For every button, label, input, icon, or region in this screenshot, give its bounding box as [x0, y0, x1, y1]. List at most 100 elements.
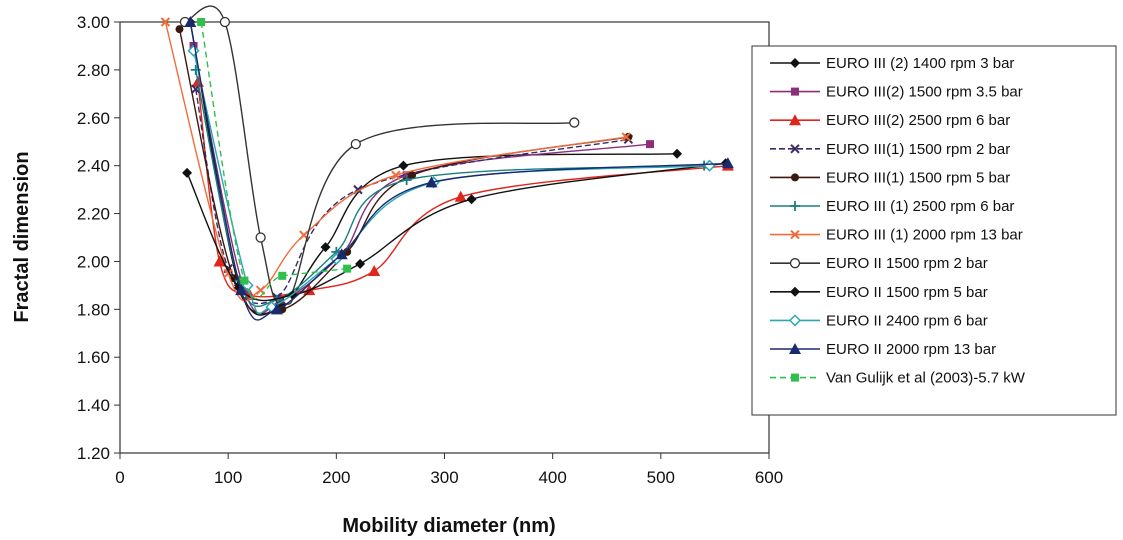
legend-label: EURO II 1500 rpm 2 bar — [826, 255, 988, 272]
legend-swatch-marker — [791, 373, 799, 382]
legend-item: EURO II 2000 rpm 13 bar — [770, 341, 996, 358]
legend-item: EURO II 1500 rpm 2 bar — [770, 255, 988, 272]
legend-item: EURO III(2) 1500 rpm 3.5 bar — [770, 84, 1023, 101]
y-tick-label: 2.00 — [77, 252, 110, 271]
series-line — [195, 69, 705, 308]
y-tick-label: 2.40 — [77, 157, 110, 176]
y-tick-label: 1.40 — [77, 396, 110, 415]
y-tick-label: 2.60 — [77, 109, 110, 128]
legend-items: EURO III (2) 1400 rpm 3 bar EURO III(2) 1… — [770, 55, 1026, 387]
x-axis-title: Mobility diameter (nm) — [342, 515, 555, 537]
data-point — [624, 132, 633, 141]
legend-item: EURO II 2400 rpm 6 bar — [770, 312, 988, 329]
data-point — [703, 159, 716, 172]
data-point — [197, 18, 206, 26]
x-tick-label: 100 — [214, 468, 242, 487]
data-point — [408, 171, 417, 180]
y-tick-label: 2.20 — [77, 205, 110, 224]
legend-item: EURO III (2) 1400 rpm 3 bar — [770, 55, 1014, 72]
data-point — [350, 138, 361, 150]
data-point — [621, 132, 631, 142]
legend-label: EURO III (1) 2500 rpm 6 bar — [826, 198, 1014, 215]
data-point — [401, 175, 412, 186]
series-6 — [190, 64, 710, 308]
legend-item: EURO III(1) 1500 rpm 5 bar — [770, 169, 1010, 186]
series-line — [189, 21, 728, 321]
legend-swatch-marker — [790, 144, 800, 154]
legend-item: Van Gulijk et al (2003)-5.7 kW — [770, 370, 1026, 387]
data-point — [175, 25, 184, 34]
series-line — [200, 21, 348, 300]
legend-swatch-marker — [789, 258, 801, 269]
legend-swatch-marker — [790, 201, 800, 211]
legend-label: EURO II 2400 rpm 6 bar — [826, 312, 988, 329]
data-point — [235, 284, 248, 296]
series-layer — [160, 5, 734, 321]
y-tick-label: 1.20 — [77, 444, 110, 463]
data-point — [343, 264, 352, 273]
series-4 — [191, 84, 634, 305]
data-point — [160, 17, 171, 27]
legend-swatch-marker — [790, 229, 800, 240]
data-point — [240, 276, 249, 285]
series-8 — [179, 5, 580, 305]
legend-label: EURO II 1500 rpm 5 bar — [826, 284, 988, 301]
legend-swatch-marker — [790, 286, 800, 297]
legend-item: EURO III(2) 2500 rpm 6 bar — [770, 112, 1010, 129]
data-point — [213, 255, 226, 267]
series-3 — [191, 75, 734, 300]
x-axis-ticks: 0 100 200 300 400 500 600 — [115, 453, 783, 487]
y-axis-title: Fractal dimension — [11, 151, 33, 322]
legend-label: Van Gulijk et al (2003)-5.7 kW — [826, 370, 1026, 387]
legend-swatch-marker — [789, 343, 801, 354]
x-tick-label: 300 — [430, 468, 458, 487]
series-line — [186, 162, 726, 302]
legend-item: EURO III (1) 2500 rpm 6 bar — [770, 198, 1014, 215]
data-point — [425, 176, 438, 188]
data-point — [278, 271, 287, 280]
data-point — [646, 140, 655, 149]
legend-item: EURO III (1) 2000 rpm 13 bar — [770, 227, 1023, 244]
data-point — [278, 295, 287, 304]
data-point — [569, 117, 580, 128]
y-tick-label: 2.80 — [77, 61, 110, 80]
data-point — [182, 167, 193, 178]
legend-label: EURO III (1) 2000 rpm 13 bar — [826, 227, 1023, 244]
data-point — [320, 242, 331, 253]
legend-swatch-marker — [789, 114, 801, 126]
legend-swatch-marker — [791, 87, 799, 96]
series-12 — [197, 18, 352, 300]
x-tick-label: 400 — [538, 468, 566, 487]
data-point — [184, 16, 197, 27]
data-point — [721, 157, 734, 169]
legend-label: EURO III (2) 1400 rpm 3 bar — [826, 55, 1014, 72]
data-point — [398, 160, 409, 171]
x-tick-label: 600 — [755, 468, 783, 487]
legend-label: EURO III(1) 1500 rpm 5 bar — [826, 169, 1010, 186]
data-point — [270, 303, 283, 315]
legend-swatch-marker — [791, 173, 799, 182]
y-axis-ticks: 1.20 1.40 1.60 1.80 2.00 2.20 2.40 2.60 2.80 3.00 — [77, 13, 120, 463]
data-point — [219, 16, 231, 28]
legend-label: EURO II 2000 rpm 13 bar — [826, 341, 996, 358]
data-point — [255, 232, 266, 243]
legend-item: EURO II 1500 rpm 5 bar — [770, 284, 988, 301]
series-line — [178, 29, 629, 315]
y-tick-label: 3.00 — [77, 13, 110, 32]
x-tick-label: 200 — [322, 468, 350, 487]
series-11 — [184, 16, 734, 321]
series-9 — [182, 158, 731, 302]
data-point — [368, 265, 381, 277]
plot-area — [119, 5, 770, 454]
data-point — [355, 258, 366, 269]
series-line — [192, 50, 710, 315]
legend-label: EURO III(2) 1500 rpm 3.5 bar — [826, 84, 1023, 101]
y-tick-label: 1.80 — [77, 300, 110, 319]
series-line — [197, 81, 728, 298]
x-tick-label: 0 — [115, 468, 124, 487]
data-point — [466, 194, 477, 205]
x-tick-label: 500 — [647, 468, 675, 487]
legend-label: EURO III(2) 2500 rpm 6 bar — [826, 112, 1010, 129]
legend-swatch-marker — [788, 314, 802, 327]
